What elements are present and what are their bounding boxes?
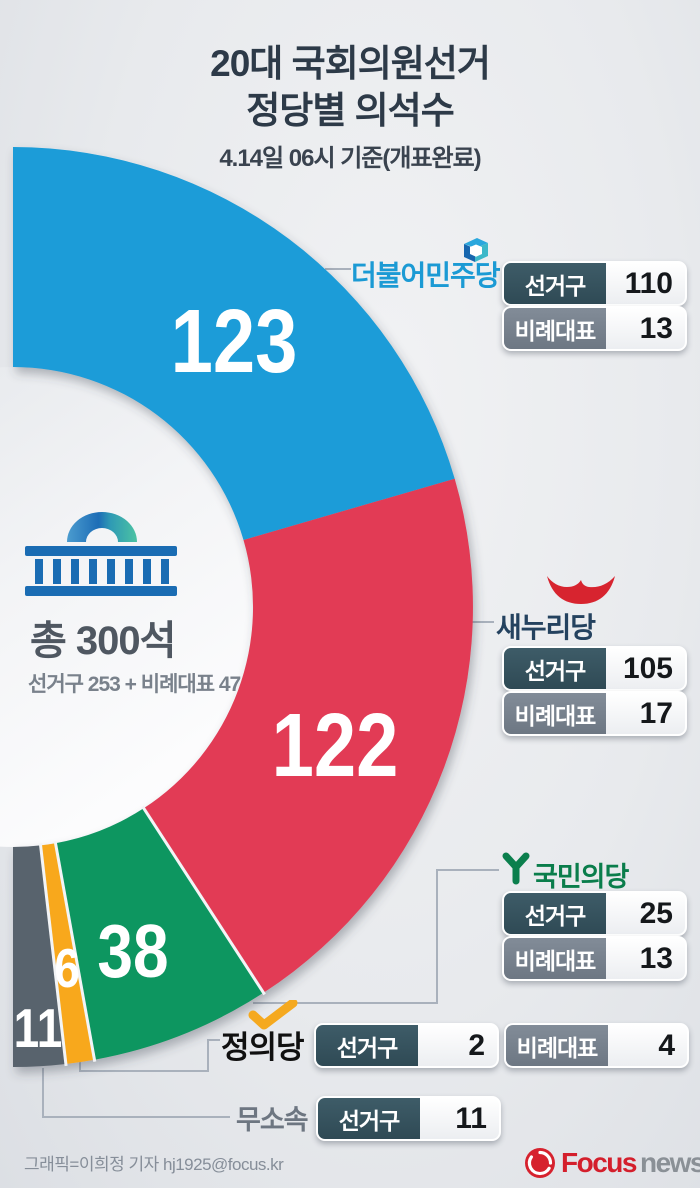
stat-label: 비례대표	[504, 938, 606, 979]
donut-ring	[13, 147, 473, 1068]
party-label-kookmin: 국민의당	[533, 862, 629, 892]
connector-line	[253, 869, 499, 1004]
stat-pill-saenuri-district: 선거구 105	[502, 646, 687, 691]
segment-separator	[38, 843, 68, 1067]
stat-pill-minjoo-proportional: 비례대표 13	[502, 306, 687, 351]
stat-value: 2	[418, 1025, 497, 1066]
stat-label: 선거구	[504, 648, 606, 689]
saenuri-party-logo-icon	[547, 576, 615, 604]
stat-label: 선거구	[318, 1098, 420, 1139]
donut-segment-국민의당	[55, 808, 264, 1060]
base	[25, 586, 177, 596]
donut-segment-정의당	[40, 843, 95, 1064]
stat-label: 비례대표	[504, 693, 606, 734]
stat-label: 선거구	[316, 1025, 418, 1066]
seat-count-kookmin: 38	[97, 908, 169, 994]
stat-label: 선거구	[504, 893, 606, 934]
segment-separator	[53, 840, 97, 1062]
dome	[67, 512, 137, 542]
subtitle: 4.14일 06시 기준(개표완료)	[219, 145, 481, 172]
columns	[35, 559, 169, 584]
stat-pill-saenuri-proportional: 비례대표 17	[502, 691, 687, 736]
party-label-minjoo: 더불어민주당	[351, 260, 501, 291]
stat-value: 11	[420, 1098, 499, 1139]
segment-separator	[141, 805, 266, 996]
kookmin-party-logo-icon	[502, 852, 530, 885]
party-label-jungeui: 정의당	[221, 1030, 305, 1065]
focus-news-logo: Focus news	[524, 1145, 700, 1181]
stat-value: 13	[606, 308, 685, 349]
stat-value: 25	[606, 893, 685, 934]
title-line2: 정당별 의석수	[246, 90, 455, 131]
stat-value: 105	[606, 648, 685, 689]
party-label-saenuri: 새누리당	[496, 612, 596, 643]
pediment	[25, 546, 177, 556]
donut-segment-새누리당	[143, 478, 473, 993]
stat-pill-kookmin-proportional: 비례대표 13	[502, 936, 687, 981]
stat-label: 비례대표	[506, 1025, 608, 1066]
seat-count-saenuri: 122	[271, 695, 399, 797]
stat-pill-jungeui-district: 선거구 2	[314, 1023, 499, 1068]
credit-line: 그래픽=이희정 기자 hj1925@focus.kr	[24, 1155, 284, 1174]
seat-count-jungeui: 6	[54, 937, 80, 999]
stat-pill-minjoo-district: 선거구 110	[502, 261, 687, 306]
stat-value: 110	[606, 263, 685, 304]
total-seats-label: 총 300석	[30, 619, 176, 663]
stat-label: 비례대표	[504, 308, 606, 349]
news-logo-text: news	[639, 1147, 700, 1178]
focus-swirl-icon	[525, 1148, 555, 1178]
stat-pill-kookmin-district: 선거구 25	[502, 891, 687, 936]
seat-count-minjoo: 123	[170, 291, 298, 393]
stat-value: 4	[608, 1025, 687, 1066]
seat-count-musosok: 11	[13, 997, 63, 1059]
connector-line	[42, 1068, 230, 1118]
stat-pill-jungeui-proportional: 비례대표 4	[504, 1023, 689, 1068]
stat-value: 13	[606, 938, 685, 979]
stat-pill-musosok-district: 선거구 11	[316, 1096, 501, 1141]
focus-logo-text: Focus	[561, 1147, 637, 1178]
total-breakdown-label: 선거구 253 + 비례대표 47	[28, 673, 241, 696]
donut-segment-더불어민주당	[13, 147, 455, 540]
jungeui-check-icon	[248, 1000, 298, 1030]
connector-line	[79, 1039, 220, 1072]
stat-label: 선거구	[504, 263, 606, 304]
donut-hole	[0, 367, 253, 847]
minjoo-party-logo-icon	[464, 238, 488, 262]
label-connector-lines	[42, 268, 499, 1118]
segment-separators	[38, 805, 266, 1067]
donut-segment-무소속	[13, 845, 66, 1068]
stat-value: 17	[606, 693, 685, 734]
party-label-musosok: 무소속	[236, 1105, 309, 1135]
title-line1: 20대 국회의원선거	[210, 43, 491, 84]
assembly-building-icon	[22, 505, 182, 597]
